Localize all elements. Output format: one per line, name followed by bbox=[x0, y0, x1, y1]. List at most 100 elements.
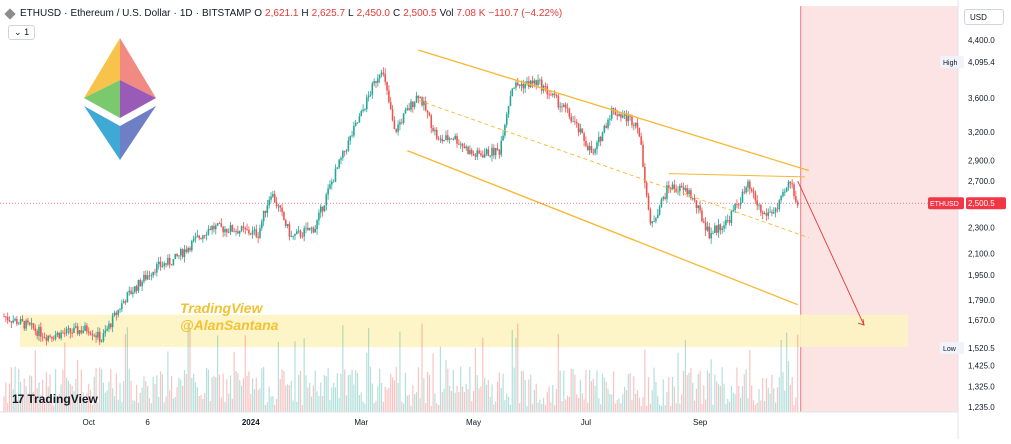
interval-toggle[interactable]: ⌄ 1 bbox=[8, 25, 36, 40]
candle-body bbox=[179, 249, 182, 256]
volume-bar bbox=[88, 383, 90, 412]
candle-body bbox=[375, 81, 377, 83]
candle-body bbox=[483, 153, 486, 158]
candle-body bbox=[380, 72, 383, 76]
candle-body bbox=[17, 323, 20, 325]
volume-bar bbox=[445, 360, 447, 412]
candle-body bbox=[91, 334, 94, 336]
volume-bar bbox=[412, 385, 414, 412]
candle-body bbox=[27, 320, 29, 323]
volume-bar bbox=[548, 386, 550, 412]
candle-body bbox=[338, 159, 340, 168]
candle-body bbox=[749, 181, 751, 190]
candle-body bbox=[113, 312, 116, 316]
volume-bar bbox=[56, 402, 59, 412]
volume-bar bbox=[500, 387, 502, 412]
candle-body bbox=[787, 181, 790, 188]
volume-bar bbox=[299, 370, 302, 412]
open-value: 2,621.1 bbox=[265, 8, 299, 19]
candle-body bbox=[222, 226, 224, 233]
low-tag-value: 1,520.5 bbox=[968, 344, 995, 353]
volume-bar bbox=[502, 373, 504, 412]
volume-bar bbox=[758, 388, 760, 412]
volume-bar bbox=[277, 341, 279, 412]
candle-body bbox=[292, 235, 294, 237]
candle-body bbox=[680, 185, 683, 188]
candle-body bbox=[496, 148, 499, 150]
volume-bar bbox=[316, 391, 318, 412]
volume-bar bbox=[31, 376, 33, 412]
candle-body bbox=[294, 234, 296, 236]
candle-body bbox=[277, 205, 280, 207]
price-axis: 4,400.0 3,600.0 3,200.0 2,900.0 2,700.0 2,300… bbox=[957, 0, 1011, 439]
volume-bar bbox=[509, 404, 512, 412]
candle-body bbox=[279, 205, 282, 208]
candle-body bbox=[441, 138, 444, 142]
candle-body bbox=[772, 212, 775, 214]
candle-body bbox=[447, 135, 449, 140]
candle-body bbox=[476, 150, 479, 157]
volume-bar bbox=[80, 369, 82, 412]
candle-body bbox=[203, 235, 206, 237]
candle-body bbox=[143, 274, 145, 282]
volume-bar bbox=[531, 404, 534, 412]
candle-body bbox=[785, 187, 788, 192]
volume-bar bbox=[283, 371, 285, 412]
volume-bar bbox=[176, 387, 178, 412]
volume-bar bbox=[450, 391, 453, 412]
candle-body bbox=[791, 183, 793, 185]
volume-bar bbox=[130, 380, 132, 412]
candle-body bbox=[540, 79, 543, 91]
candle-body bbox=[561, 106, 563, 108]
volume-bar bbox=[649, 403, 651, 412]
candle-body bbox=[30, 323, 33, 325]
candle-body bbox=[314, 228, 317, 233]
candle-body bbox=[65, 328, 68, 334]
last-price-label: ETHUSD bbox=[930, 201, 959, 208]
candle-body bbox=[395, 129, 398, 132]
candle-body bbox=[58, 332, 61, 339]
candle-body bbox=[701, 210, 703, 222]
volume-bar bbox=[596, 370, 598, 412]
candle-body bbox=[586, 145, 589, 151]
volume-bar bbox=[763, 401, 766, 412]
candle-body bbox=[544, 85, 547, 87]
high-tag-box bbox=[966, 56, 1006, 68]
candle-body bbox=[485, 149, 488, 154]
candle-body bbox=[559, 106, 561, 108]
candle-body bbox=[218, 223, 221, 225]
volume-bar bbox=[233, 351, 235, 412]
candle-body bbox=[461, 143, 464, 147]
candle-body bbox=[259, 228, 261, 238]
candle-body bbox=[150, 275, 153, 277]
volume-bar bbox=[137, 402, 140, 412]
candle-body bbox=[723, 225, 725, 229]
candle-body bbox=[712, 233, 714, 234]
volume-bar bbox=[386, 389, 388, 412]
candle-body bbox=[609, 118, 611, 120]
candle-body bbox=[255, 229, 258, 237]
candle-body bbox=[351, 135, 353, 137]
low-tag-label-box bbox=[940, 342, 964, 354]
separator: · bbox=[64, 8, 68, 19]
candle-body bbox=[137, 280, 140, 291]
candle-body bbox=[577, 123, 580, 133]
volume-bar bbox=[349, 374, 351, 412]
tradingview-logo[interactable]: 17 TradingView bbox=[12, 392, 98, 406]
volume-bar bbox=[99, 367, 101, 412]
volume-bar bbox=[693, 400, 696, 412]
volume-bar bbox=[270, 396, 272, 412]
low-tag: 1,520.5 Low bbox=[940, 342, 1006, 354]
candle-body bbox=[135, 286, 138, 291]
candle-body bbox=[305, 227, 307, 229]
volume-bar bbox=[542, 397, 545, 412]
volume-bar bbox=[113, 396, 116, 412]
candle-body bbox=[522, 84, 525, 89]
currency-button[interactable]: USD bbox=[964, 9, 1004, 25]
candle-body bbox=[472, 154, 475, 156]
separator: · bbox=[195, 8, 199, 19]
volume-bar bbox=[292, 400, 294, 412]
candle-body bbox=[172, 259, 175, 266]
symbol-code[interactable]: ETHUSD bbox=[20, 8, 62, 19]
candle-body bbox=[51, 336, 53, 339]
